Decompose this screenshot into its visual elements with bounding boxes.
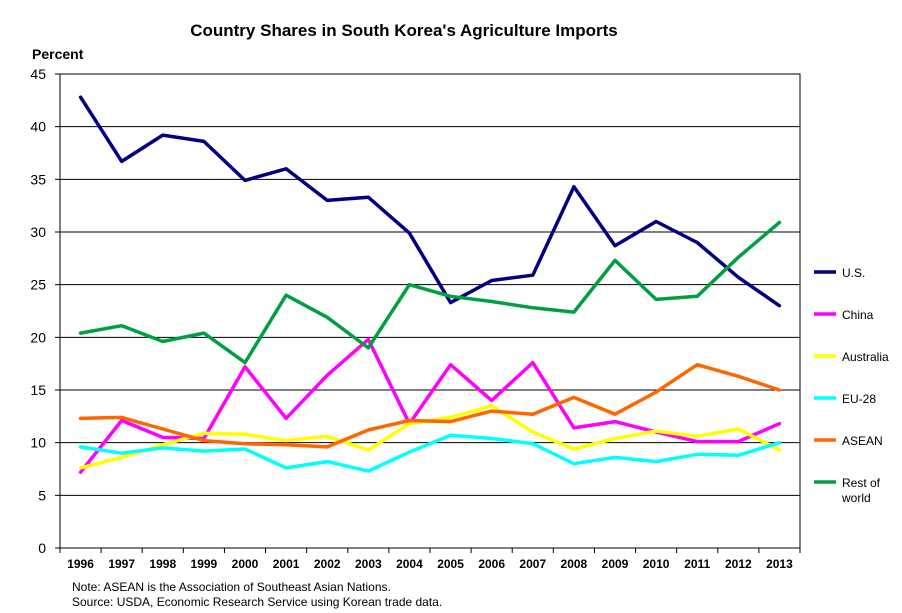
y-tick-label: 5	[38, 487, 46, 503]
x-tick-label: 2010	[643, 557, 670, 571]
x-tick-label: 1999	[191, 557, 218, 571]
legend-label: world	[841, 491, 871, 505]
tick-labels: 0 5 10 15 20 25 30 35 40 45 1996 1997 1998 1999 2000 20…	[30, 66, 793, 571]
y-tick-label: 30	[30, 224, 46, 240]
legend-label: Australia	[842, 350, 889, 364]
y-axis-label: Percent	[32, 46, 84, 62]
y-tick-label: 20	[30, 329, 46, 345]
y-tick-label: 25	[30, 277, 46, 293]
series-line-u-s-	[78, 95, 782, 308]
legend-label: China	[842, 308, 874, 322]
legend-label: ASEAN	[842, 434, 883, 448]
y-tick-label: 0	[38, 540, 46, 556]
x-tick-label: 2004	[396, 557, 423, 571]
x-tick-label: 1998	[149, 557, 176, 571]
series-line-asean	[78, 362, 782, 449]
x-tick-label: 2009	[602, 557, 629, 571]
series-lines	[78, 95, 782, 474]
series-line-rest-of-world	[78, 220, 782, 365]
chart-title: Country Shares in South Korea's Agricult…	[190, 21, 618, 40]
legend-label: EU-28	[842, 392, 876, 406]
x-tick-label: 2006	[478, 557, 505, 571]
x-tick-label: 2013	[766, 557, 793, 571]
x-tick-label: 2008	[561, 557, 588, 571]
x-tick-label: 2001	[273, 557, 300, 571]
y-tick-label: 10	[30, 435, 46, 451]
y-tick-label: 15	[30, 382, 46, 398]
x-tick-label: 2002	[314, 557, 341, 571]
x-tick-label: 2007	[519, 557, 546, 571]
axes	[55, 73, 801, 553]
chart-notes: Note: ASEAN is the Association of Southe…	[72, 580, 442, 609]
legend-label: Rest of	[842, 476, 881, 490]
y-tick-label: 40	[30, 119, 46, 135]
x-tick-label: 2003	[355, 557, 382, 571]
y-tick-label: 45	[30, 66, 46, 82]
x-tick-label: 2012	[725, 557, 752, 571]
plot-frame	[59, 73, 801, 549]
chart-note: Source: USDA, Economic Research Service …	[72, 595, 442, 609]
series-line-eu-28	[78, 433, 782, 473]
x-tick-label: 2000	[232, 557, 259, 571]
legend-label: U.S.	[842, 266, 865, 280]
x-tick-label: 1997	[108, 557, 135, 571]
x-tick-label: 2011	[684, 557, 710, 571]
y-tick-label: 35	[30, 171, 46, 187]
series-line-china	[78, 337, 782, 474]
x-tick-label: 2005	[437, 557, 464, 571]
chart-note: Note: ASEAN is the Association of Southe…	[72, 580, 391, 594]
x-tick-label: 1996	[67, 557, 94, 571]
